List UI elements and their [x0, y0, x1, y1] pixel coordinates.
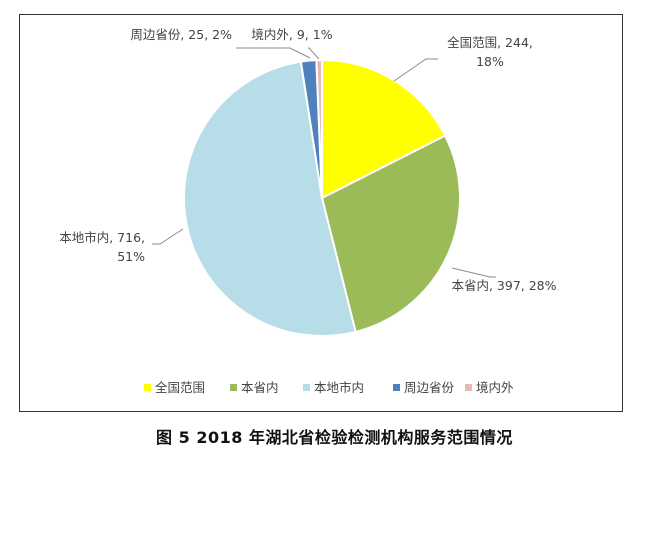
chart-frame: 全国范围, 244, 18% 本省内, 397, 28% 本地市内, 716, 51% 周… — [19, 14, 623, 412]
pie-chart: 全国范围, 244, 18% 本省内, 397, 28% 本地市内, 716, 51% 周… — [59, 27, 556, 395]
slice-label-2-line-1: 51% — [117, 249, 145, 264]
legend-swatch-1 — [230, 384, 237, 391]
legend-label-1: 本省内 — [241, 380, 279, 395]
legend-label-4: 境内外 — [476, 380, 514, 395]
legend-swatch-2 — [303, 384, 310, 391]
pie-slice-1 — [320, 134, 461, 334]
legend: 全国范围 本省内 本地市内 周边省份 境内外 — [144, 380, 514, 395]
legend-label-0: 全国范围 — [155, 380, 205, 395]
slice-label-0-line-0: 全国范围, 244, — [447, 35, 533, 50]
leader-line-1 — [451, 267, 496, 278]
legend-label-3: 周边省份 — [404, 380, 455, 395]
leader-line-2 — [152, 228, 184, 245]
leader-line-0 — [393, 58, 438, 82]
figure-caption: 图 5 2018 年湖北省检验检测机构服务范围情况 — [156, 428, 513, 447]
legend-label-2: 本地市内 — [314, 380, 364, 395]
slice-label-4-line-0: 境内外, 9, 1% — [251, 27, 332, 42]
leader-line-3 — [236, 47, 311, 59]
slice-label-1-line-0: 本省内, 397, 28% — [451, 278, 556, 293]
pie-slice-2 — [183, 60, 357, 337]
legend-swatch-0 — [144, 384, 151, 391]
slice-label-0-line-1: 18% — [476, 54, 504, 69]
slice-labels: 全国范围, 244, 18% 本省内, 397, 28% 本地市内, 716, 51% 周… — [59, 27, 556, 293]
slice-label-2-line-0: 本地市内, 716, — [59, 230, 145, 245]
slice-label-3-line-0: 周边省份, 25, 2% — [130, 27, 232, 42]
legend-swatch-3 — [393, 384, 400, 391]
legend-swatch-4 — [465, 384, 472, 391]
leader-line-4 — [308, 47, 320, 60]
pie-slice-4 — [315, 58, 323, 199]
pie-slices — [183, 58, 461, 337]
leader-lines — [152, 47, 496, 278]
